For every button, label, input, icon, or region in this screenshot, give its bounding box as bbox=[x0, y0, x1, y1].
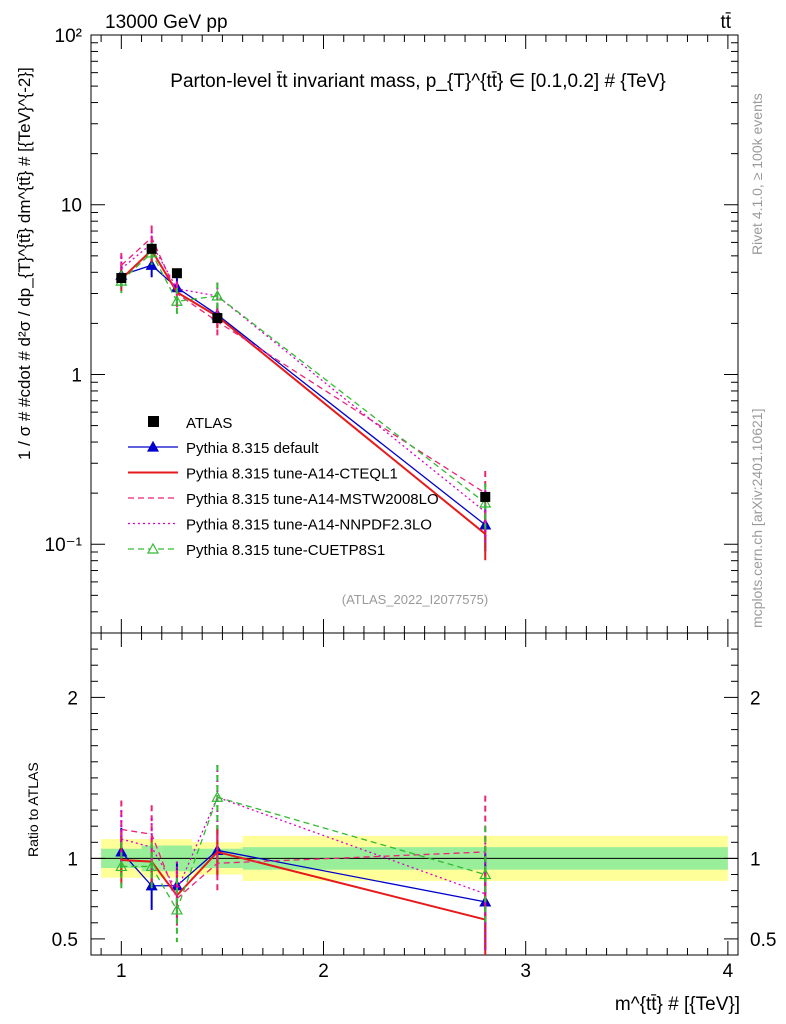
series-4-ratio-marker bbox=[170, 903, 183, 915]
ratio-series bbox=[115, 765, 492, 955]
series-4-legend-marker bbox=[146, 542, 160, 554]
ratio-tick-label-right: 1 bbox=[750, 849, 761, 870]
series-3-legend-label: Pythia 8.315 tune-A14-NNPDF2.3LO bbox=[186, 517, 432, 534]
y-axis-label: 1 / σ # #cdot # d²σ / dp_{T}^{tt̄} dm^{t… bbox=[15, 67, 34, 460]
series-4-marker bbox=[170, 295, 183, 306]
ratio-bands bbox=[91, 835, 738, 881]
legend-marker-atlas bbox=[148, 416, 159, 427]
y-tick-label: 10 bbox=[61, 196, 82, 217]
x-tick-label: 3 bbox=[520, 961, 531, 982]
x-tick-label: 4 bbox=[723, 961, 734, 982]
plot-title: Parton-level t̄t invariant mass, p_{T}^{… bbox=[170, 71, 665, 92]
y-tick-label: 10² bbox=[55, 26, 82, 47]
atlas-data-point bbox=[116, 273, 127, 284]
x-tick-label: 2 bbox=[318, 961, 329, 982]
atlas-data-points bbox=[116, 243, 491, 502]
series-4-legend-label: Pythia 8.315 tune-CUETP8S1 bbox=[186, 542, 385, 559]
ratio-tick-label-left: 1 bbox=[67, 849, 78, 870]
series-4-ratio-marker bbox=[115, 860, 128, 872]
ratio-tick-label-right: 0.5 bbox=[750, 930, 776, 951]
y-tick-label: 1 bbox=[71, 365, 82, 386]
series-2-ratio-line bbox=[121, 828, 486, 900]
x-axis-label: m^{tt̄} # [{TeV}] bbox=[615, 994, 740, 1015]
atlas-data-point bbox=[146, 243, 157, 254]
legend-label-atlas: ATLAS bbox=[186, 415, 232, 432]
ratio-frame bbox=[90, 632, 739, 956]
series-4-marker bbox=[211, 289, 224, 301]
main-axis-ticks: 10⁻¹ 1 10 10² bbox=[45, 26, 738, 634]
ratio-tick-label-left: 2 bbox=[67, 688, 78, 709]
series-4-marker bbox=[479, 496, 492, 508]
series-4-ratio-marker bbox=[145, 860, 158, 872]
atlas-data-point bbox=[212, 313, 223, 324]
ratio-tick-label-right: 2 bbox=[750, 688, 761, 709]
series-4-ratio-marker bbox=[479, 868, 492, 880]
legend: ATLAS Pythia 8.315 default Pythia 8.315 t… bbox=[128, 415, 439, 559]
analysis-tag: (ATLAS_2022_I2077575) bbox=[342, 592, 488, 607]
atlas-data-point bbox=[171, 268, 182, 279]
x-tick-label: 1 bbox=[116, 961, 127, 982]
atlas-data-point bbox=[480, 491, 491, 502]
energy-label: 13000 GeV pp bbox=[105, 12, 228, 33]
ratio-axis-label: Ratio to ATLAS bbox=[25, 762, 41, 857]
series-2-legend-label: Pythia 8.315 tune-A14-MSTW2008LO bbox=[186, 491, 439, 508]
mcplots-label: mcplots.cern.ch [arXiv:2401.10621] bbox=[749, 409, 765, 628]
series-0-legend-label: Pythia 8.315 default bbox=[186, 440, 319, 457]
series-4-ratio-marker bbox=[211, 790, 224, 802]
rivet-label: Rivet 4.1.0, ≥ 100k events bbox=[749, 93, 765, 255]
series-1-legend-label: Pythia 8.315 tune-A14-CTEQL1 bbox=[186, 466, 398, 483]
process-label: tt̄ bbox=[720, 12, 731, 33]
ratio-axis-ticks: 1 2 3 4 0.5 0.5 1 1 2 2 bbox=[52, 632, 776, 982]
series-0-legend-marker bbox=[146, 440, 160, 452]
y-tick-label: 10⁻¹ bbox=[45, 535, 83, 556]
ratio-tick-label-left: 0.5 bbox=[52, 930, 78, 951]
series-0-line bbox=[121, 264, 486, 526]
